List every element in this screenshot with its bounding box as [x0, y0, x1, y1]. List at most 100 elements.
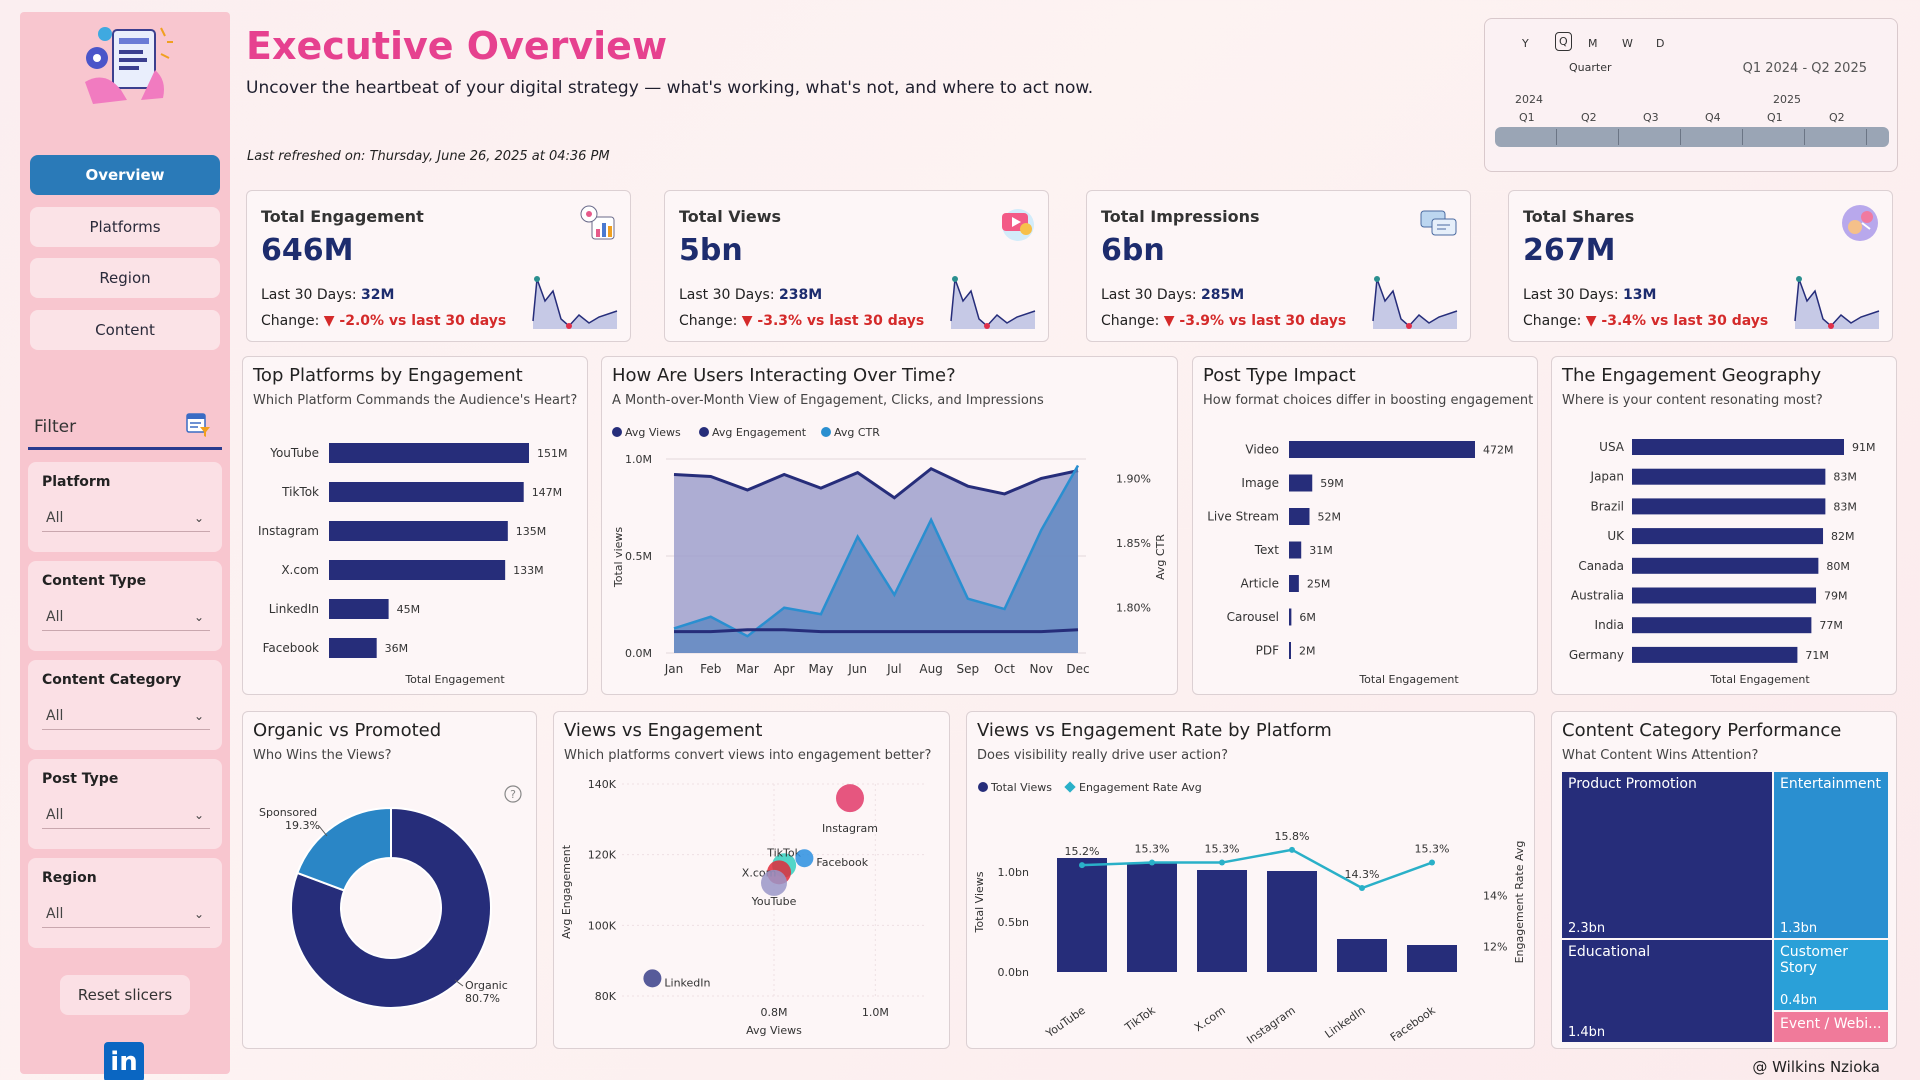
date-timeline-slicer[interactable]: Y Q M W D Quarter Q1 2024 - Q2 2025 2024… [1484, 18, 1898, 172]
legend-label: Avg Views [625, 426, 681, 439]
kpi-last30: Last 30 Days: 13M [1523, 287, 1656, 303]
card-subtitle: What Content Wins Attention? [1562, 748, 1759, 763]
y-tick-label: 120K [588, 849, 617, 862]
bar [1337, 939, 1387, 972]
page-title: Executive Overview [246, 24, 668, 68]
kpi-title: Total Engagement [261, 207, 424, 226]
post-type-dropdown[interactable]: All ⌄ [42, 801, 210, 829]
rate-label: 15.3% [1415, 843, 1450, 856]
treemap-tile[interactable]: Product Promotion 2.3bn [1562, 772, 1772, 938]
x-tick-label: Instagram [1244, 1004, 1297, 1047]
bar [1267, 871, 1317, 972]
bar [1289, 508, 1310, 525]
level-quarter[interactable]: Q [1555, 32, 1572, 51]
card-post-type-impact: Video 472M Image 59M Live Stream 52M Text 31M Ar… [1192, 356, 1538, 695]
rate-point [1289, 846, 1295, 853]
level-year[interactable]: Y [1522, 37, 1529, 50]
rate-label: 15.8% [1275, 830, 1310, 843]
leader-line [318, 825, 328, 837]
rate-point [1149, 859, 1155, 866]
card-title: Top Platforms by Engagement [253, 365, 523, 386]
bar [329, 638, 377, 658]
legend-marker [978, 782, 988, 792]
category-label: Video [1245, 443, 1279, 457]
leader-line [454, 979, 464, 987]
x-tick-label: LinkedIn [1322, 1004, 1367, 1041]
kpi-last30-label: Last 30 Days: [1523, 287, 1619, 303]
card-subtitle: How format choices differ in boosting en… [1203, 393, 1534, 408]
bar [329, 521, 508, 541]
kpi-value: 6bn [1101, 233, 1165, 268]
tile-label: Product Promotion [1568, 776, 1697, 792]
post-type-chart: Video 472M Image 59M Live Stream 52M Text 31M Ar… [1207, 441, 1514, 686]
bar [329, 599, 389, 619]
treemap-tile[interactable]: Educational 1.4bn [1562, 940, 1772, 1042]
card-title: Organic vs Promoted [253, 720, 442, 741]
region-dropdown[interactable]: All ⌄ [42, 900, 210, 928]
engagement-line [674, 628, 1079, 634]
slice-label: 80.7% [465, 992, 500, 1005]
filter-list-icon[interactable] [185, 412, 211, 438]
data-label: 80M [1826, 560, 1850, 573]
tile-label: Event / Webi... [1780, 1016, 1882, 1032]
kpi-last30-value: 285M [1201, 287, 1245, 303]
nav-platforms[interactable]: Platforms [30, 207, 220, 247]
quarter-label: Q1 [1767, 111, 1783, 124]
quarter-label: Q1 [1519, 111, 1535, 124]
data-label: 83M [1833, 500, 1857, 513]
timeline-tick [1618, 129, 1619, 145]
kpi-total-shares: Total Shares 267M Last 30 Days: 13M Chan… [1508, 190, 1893, 342]
data-label: 91M [1852, 441, 1876, 454]
quarter-label: Q2 [1829, 111, 1845, 124]
content-type-dropdown[interactable]: All ⌄ [42, 603, 210, 631]
nav-content[interactable]: Content [30, 310, 220, 350]
treemap-tile[interactable]: Entertainment 1.3bn [1774, 772, 1888, 938]
quarter-label: Q4 [1705, 111, 1721, 124]
bar [1632, 617, 1812, 634]
category-label: India [1595, 618, 1624, 632]
data-label: 71M [1805, 649, 1829, 662]
kpi-last30-label: Last 30 Days: [679, 287, 775, 303]
content-category-dropdown[interactable]: All ⌄ [42, 702, 210, 730]
play-icon [1002, 209, 1034, 241]
kpi-last30: Last 30 Days: 285M [1101, 287, 1244, 303]
help-icon[interactable]: ? [503, 784, 523, 804]
timeline-bar[interactable] [1495, 127, 1889, 147]
category-label: UK [1607, 529, 1625, 543]
engagement-icon [580, 205, 615, 240]
kpi-last30: Last 30 Days: 238M [679, 287, 822, 303]
kpi-change-value: ▼ -3.9% vs last 30 days [1163, 313, 1347, 329]
level-month[interactable]: M [1588, 37, 1598, 50]
y-axis-title: Total views [612, 527, 625, 589]
scatter-point [761, 869, 787, 896]
y-tick-label: 80K [595, 990, 617, 1003]
x-tick-label: 1.0M [862, 1006, 889, 1019]
card-title: How Are Users Interacting Over Time? [612, 365, 956, 386]
selected-level-label: Quarter [1569, 61, 1612, 74]
kpi-title: Total Views [679, 207, 782, 226]
level-week[interactable]: W [1622, 37, 1633, 50]
bar [1289, 642, 1291, 659]
chevron-down-icon: ⌄ [193, 511, 204, 525]
kpi-last30-value: 13M [1623, 287, 1657, 303]
kpi-change-label: Change: [1523, 313, 1582, 329]
point-label: Instagram [822, 822, 878, 835]
rate-line [1081, 848, 1433, 890]
treemap-tile[interactable]: Customer Story 0.4bn [1774, 940, 1888, 1010]
year-label: 2025 [1773, 93, 1801, 106]
data-label: 147M [532, 486, 563, 499]
card-content-category: Content Category Performance What Conten… [1551, 711, 1897, 1049]
linkedin-icon[interactable]: in [104, 1042, 144, 1080]
slicer-label: Platform [42, 474, 111, 490]
nav-region[interactable]: Region [30, 258, 220, 298]
chevron-down-icon: ⌄ [193, 808, 204, 822]
bar [1197, 870, 1247, 972]
level-day[interactable]: D [1656, 37, 1665, 50]
category-label: Canada [1578, 559, 1624, 573]
views-engagement-scatter: 80K 100K 120K 140K 0.8M 1.0M Avg Views Avg Enga… [560, 778, 926, 1037]
platform-dropdown[interactable]: All ⌄ [42, 504, 210, 532]
treemap-tile[interactable]: Event / Webi... [1774, 1012, 1888, 1042]
year-label: 2024 [1515, 93, 1543, 106]
nav-overview[interactable]: Overview [30, 155, 220, 195]
reset-slicers-button[interactable]: Reset slicers [60, 975, 190, 1015]
